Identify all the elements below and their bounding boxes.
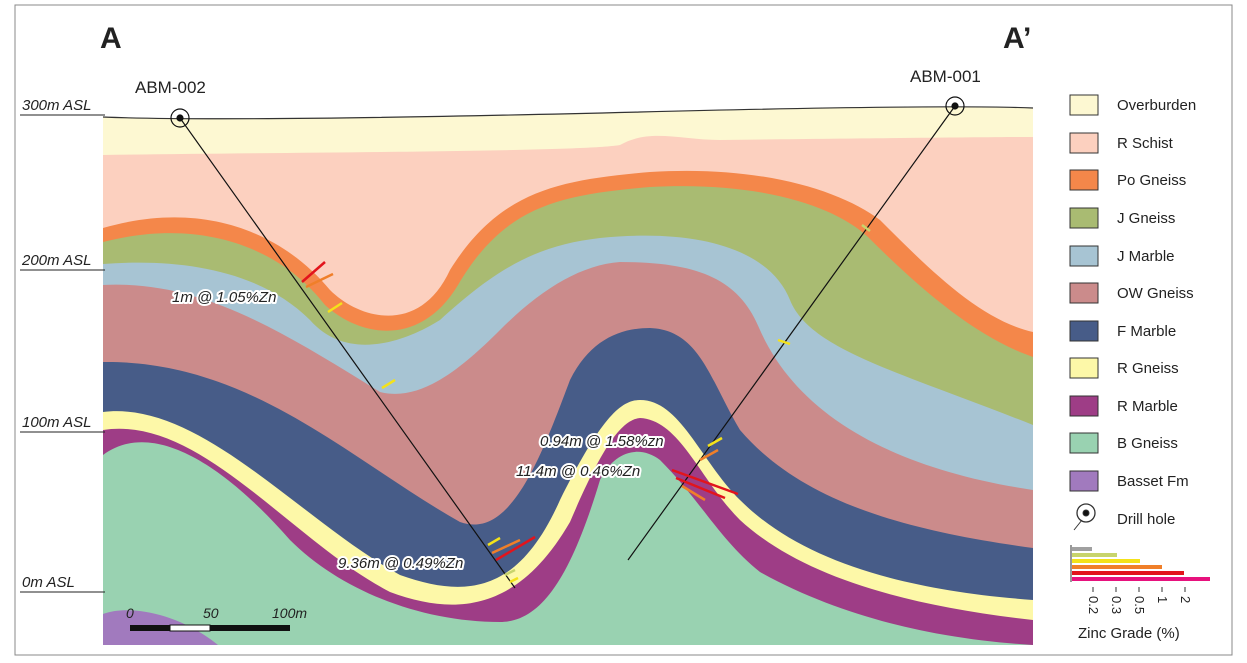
scale-label: 0 xyxy=(126,605,134,621)
grade-key-label: 0.2 xyxy=(1086,596,1101,614)
legend-label: B Gneiss xyxy=(1117,435,1178,452)
legend-swatch xyxy=(1070,358,1098,378)
grade-key-label: 1 xyxy=(1155,596,1170,603)
collar xyxy=(952,103,958,109)
legend-swatch xyxy=(1070,321,1098,341)
legend-label: J Gneiss xyxy=(1117,210,1175,227)
elevation-label: 200m ASL xyxy=(21,252,92,269)
drill-hole-label: ABM-002 xyxy=(135,78,206,97)
legend-label: F Marble xyxy=(1117,323,1176,340)
elevation-label: 100m ASL xyxy=(22,414,92,431)
legend-swatch xyxy=(1070,95,1098,115)
grade-key-bar xyxy=(1072,559,1140,563)
intercept-label: 11.4m @ 0.46%Zn xyxy=(516,463,640,480)
scale-segment xyxy=(210,625,290,631)
legend-label: Drill hole xyxy=(1117,511,1175,528)
section-start: A xyxy=(100,22,122,55)
legend-swatch xyxy=(1070,170,1098,190)
scale-label: 100m xyxy=(272,605,307,621)
grade-key-title: Zinc Grade (%) xyxy=(1078,625,1180,642)
scale-bar xyxy=(130,625,290,631)
legend-drill-icon xyxy=(1083,510,1089,516)
cross-section: A A’ ABM-002 ABM-001 300m ASL 200m ASL 1… xyxy=(0,0,1247,663)
scale-segment xyxy=(170,625,210,631)
grade-key-label: 0.3 xyxy=(1109,596,1124,614)
elevation-label: 300m ASL xyxy=(22,97,92,114)
drill-hole-label: ABM-001 xyxy=(910,67,981,86)
legend-swatch xyxy=(1070,208,1098,228)
legend-label: Overburden xyxy=(1117,97,1196,114)
legend-swatch xyxy=(1070,471,1098,491)
legend-swatch xyxy=(1070,283,1098,303)
legend-label: R Schist xyxy=(1117,135,1174,152)
legend-label: R Gneiss xyxy=(1117,360,1179,377)
scale-label: 50 xyxy=(203,605,219,621)
section-end: A’ xyxy=(1003,22,1031,55)
grade-key-label: 2 xyxy=(1178,596,1193,603)
legend-swatch xyxy=(1070,433,1098,453)
collar xyxy=(177,115,183,121)
legend-label: R Marble xyxy=(1117,398,1178,415)
grade-key-bar xyxy=(1072,571,1184,575)
layers xyxy=(103,107,1033,645)
grade-key-label: 0.5 xyxy=(1132,596,1147,614)
legend-label: J Marble xyxy=(1117,248,1175,265)
legend-label: Po Gneiss xyxy=(1117,172,1186,189)
intercept-label: 1m @ 1.05%Zn xyxy=(172,289,276,306)
legend-label: OW Gneiss xyxy=(1117,285,1194,302)
grade-key-bar xyxy=(1072,553,1117,557)
legend-swatch xyxy=(1070,133,1098,153)
legend-swatch xyxy=(1070,396,1098,416)
intercept-label: 0.94m @ 1.58%zn xyxy=(540,433,664,450)
grade-key-bar xyxy=(1072,547,1092,551)
legend-swatch xyxy=(1070,246,1098,266)
grade-key-bar xyxy=(1072,577,1210,581)
elevation-label: 0m ASL xyxy=(22,574,75,591)
grade-key-bar xyxy=(1072,565,1162,569)
intercept-label: 9.36m @ 0.49%Zn xyxy=(338,555,463,572)
legend-label: Basset Fm xyxy=(1117,473,1189,490)
scale-segment xyxy=(130,625,170,631)
